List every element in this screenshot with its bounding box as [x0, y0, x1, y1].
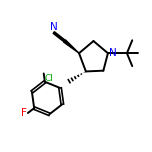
Polygon shape	[64, 40, 79, 53]
Text: Cl: Cl	[45, 74, 53, 83]
Text: F: F	[21, 108, 27, 118]
Text: N: N	[109, 48, 116, 58]
Text: N: N	[50, 22, 58, 32]
